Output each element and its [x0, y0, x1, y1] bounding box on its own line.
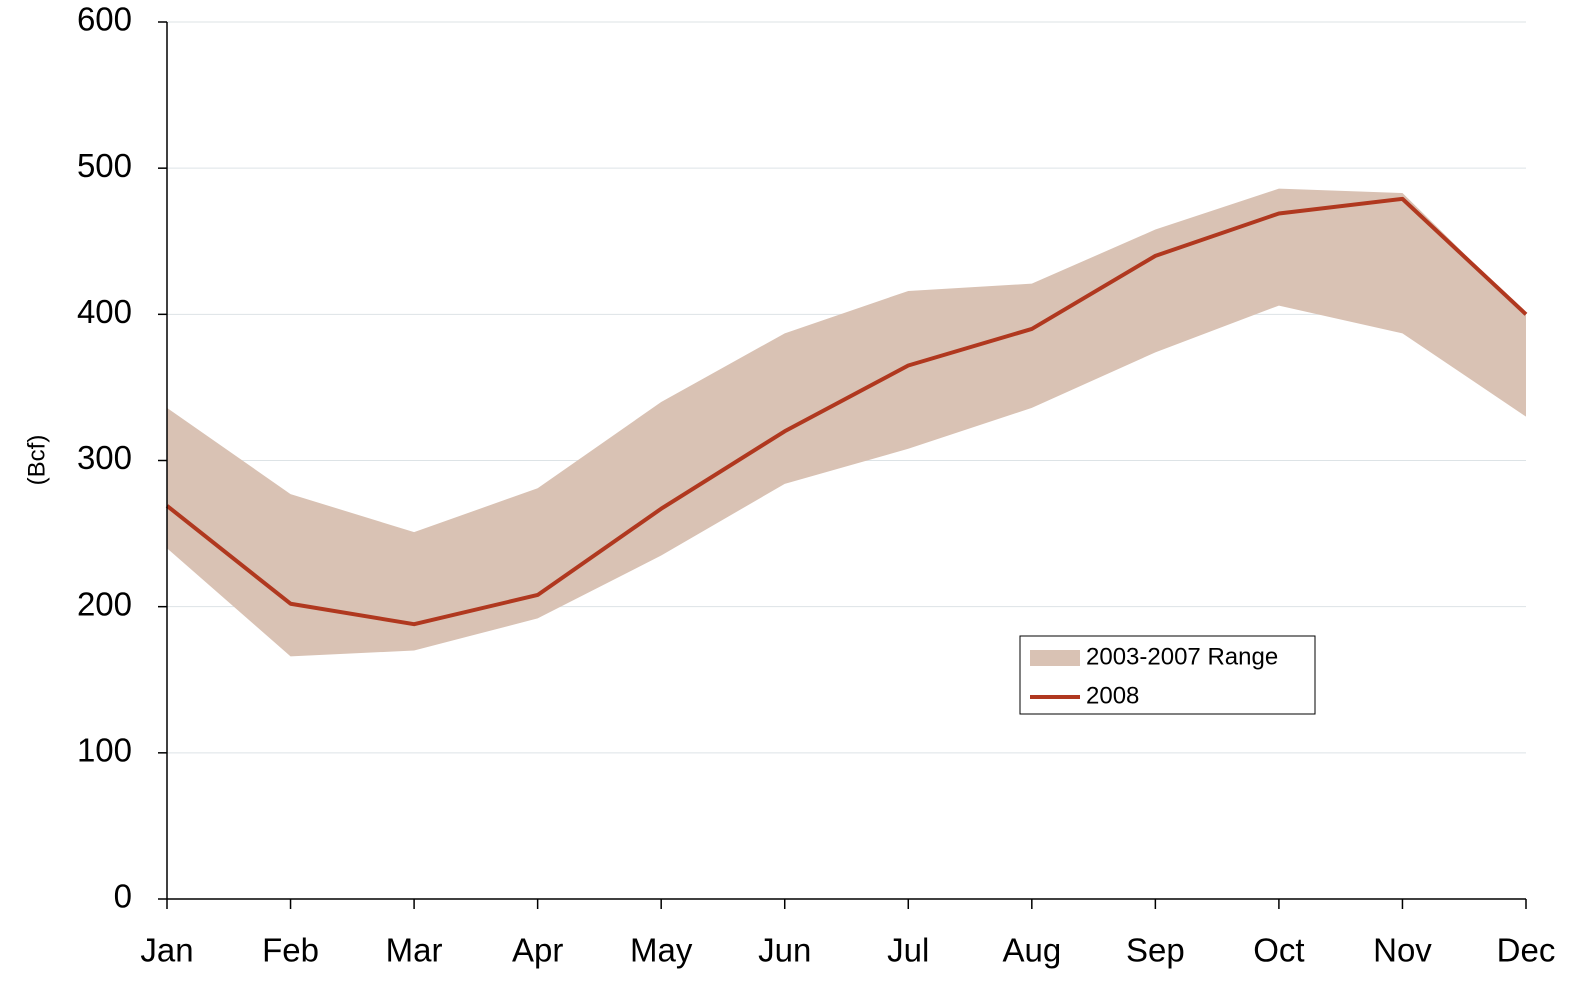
y-tick-label: 200	[77, 585, 132, 622]
legend-label: 2008	[1086, 682, 1139, 709]
x-tick-label: Apr	[512, 932, 563, 969]
x-tick-label: Jun	[758, 932, 811, 969]
x-tick-label: Dec	[1497, 932, 1556, 969]
x-tick-label: Oct	[1253, 932, 1304, 969]
x-tick-label: Mar	[386, 932, 443, 969]
y-axis-label: (Bcf)	[23, 435, 50, 486]
range-area	[167, 188, 1526, 657]
legend-label: 2003-2007 Range	[1086, 643, 1278, 670]
y-tick-label: 300	[77, 439, 132, 476]
x-tick-label: Aug	[1002, 932, 1061, 969]
y-tick-label: 600	[77, 1, 132, 38]
x-tick-label: Feb	[262, 932, 319, 969]
x-tick-label: May	[630, 932, 693, 969]
y-tick-label: 500	[77, 147, 132, 184]
y-tick-label: 100	[77, 732, 132, 769]
legend-swatch	[1030, 650, 1080, 666]
y-tick-label: 400	[77, 293, 132, 330]
line-series	[165, 196, 1528, 627]
x-tick-label: Jan	[140, 932, 193, 969]
legend-box	[1019, 635, 1316, 715]
y-tick-label: 0	[114, 878, 132, 915]
x-tick-label: Sep	[1126, 932, 1185, 969]
x-tick-label: Nov	[1373, 932, 1432, 969]
x-tick-label: Jul	[887, 932, 929, 969]
